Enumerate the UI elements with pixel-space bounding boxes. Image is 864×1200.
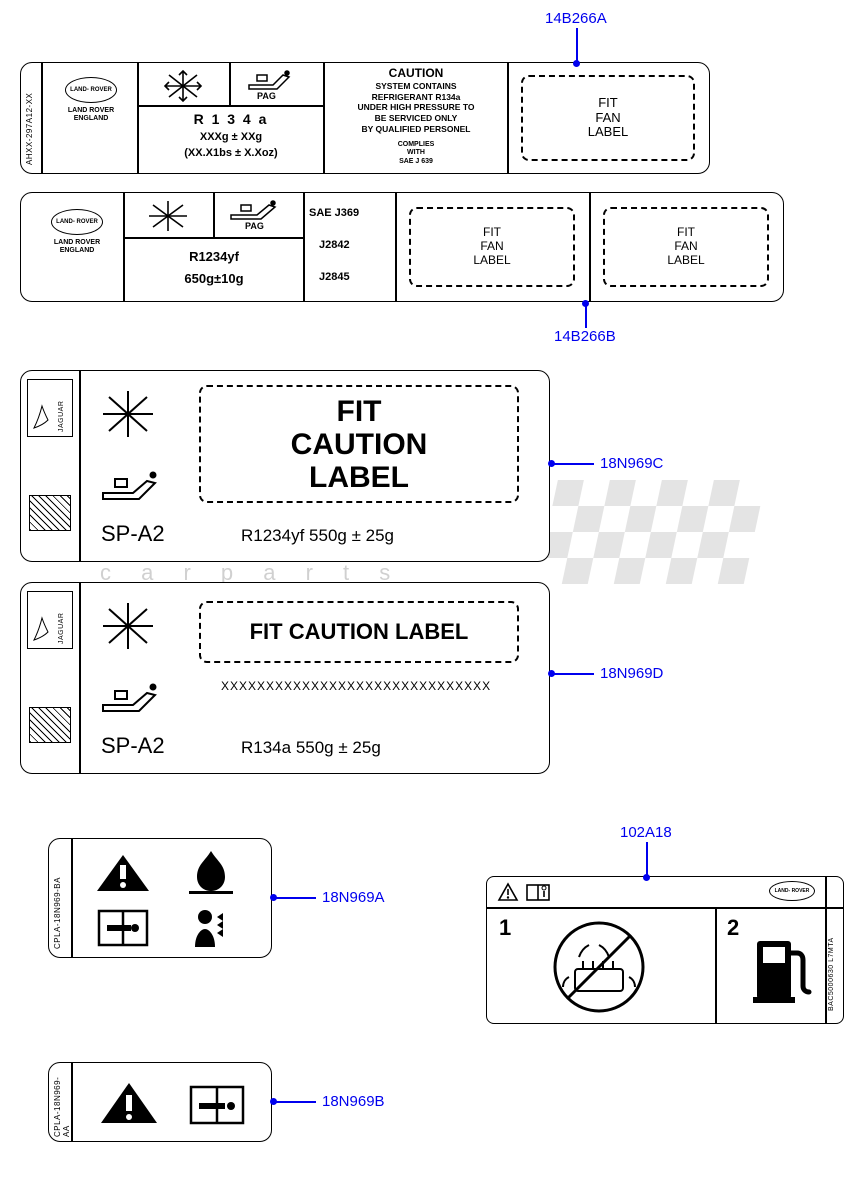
oil-can-icon	[97, 681, 161, 713]
oil-can-icon	[225, 197, 281, 221]
book-info-icon	[525, 882, 551, 902]
watermark-flag-icon	[540, 470, 800, 610]
callout-18N969B: 18N969B	[322, 1093, 385, 1110]
label4-spec: R134a 550g ± 25g	[241, 738, 381, 758]
label2-sae-2: J2845	[319, 271, 350, 283]
label7-num1: 1	[499, 915, 511, 941]
snowflake-icon	[159, 69, 207, 103]
label7-num2: 2	[727, 915, 739, 941]
label1-caution-title: CAUTION	[325, 66, 507, 80]
manual-icon	[93, 905, 153, 949]
label3-oil-code: SP-A2	[101, 521, 165, 547]
label1-caution-body: SYSTEM CONTAINS REFRIGERANT R134a UNDER …	[325, 81, 507, 134]
callout-14B266B: 14B266B	[554, 328, 616, 345]
label2-brand-sub: LAND ROVER ENGLAND	[39, 239, 115, 254]
land-rover-oval-icon: LAND- ROVER	[51, 209, 103, 235]
land-rover-oval-icon: LAND- ROVER	[769, 881, 815, 901]
label2-refrigerant: R1234yf	[125, 249, 303, 264]
oil-can-icon	[243, 67, 293, 91]
oil-can-icon	[97, 469, 161, 501]
label1-weight-sub: (XX.X1bs ± X.Xoz)	[139, 147, 323, 159]
label4-fit-caution: FIT CAUTION LABEL	[199, 601, 519, 663]
label-18N969A: CPLA-18N969-BA	[48, 838, 272, 958]
label2-fit-fan-2: FIT FAN LABEL	[603, 207, 769, 287]
callout-14B266A: 14B266A	[545, 10, 607, 27]
label-102A18: LAND- ROVER 1 2 BAC5000630 L7MTA	[486, 876, 844, 1024]
no-touch-engine-icon	[549, 917, 649, 1017]
label1-brand-sub: LAND ROVER ENGLAND	[53, 107, 129, 122]
jaguar-text: JAGUAR	[58, 386, 65, 432]
label2-sae-0: SAE J369	[309, 207, 359, 219]
label1-fit-fan: FIT FAN LABEL	[521, 75, 695, 161]
label4-oil-code: SP-A2	[101, 733, 165, 759]
label3-spec: R1234yf 550g ± 25g	[241, 526, 394, 546]
jaguar-leaper-icon	[32, 400, 52, 432]
callout-18N969D: 18N969D	[600, 665, 663, 682]
label1-pag: PAG	[257, 91, 276, 101]
snowflake-icon	[99, 601, 157, 651]
snowflake-icon	[99, 389, 157, 439]
warning-triangle-icon	[93, 851, 153, 895]
label2-pag: PAG	[245, 221, 264, 231]
label1-complies: COMPLIES WITH SAE J 639	[325, 141, 507, 166]
manual-icon	[185, 1081, 249, 1127]
label6-side-code: CPLA-18N969-AA	[53, 1069, 71, 1137]
snowflake-icon	[143, 199, 193, 233]
flammable-icon	[181, 849, 241, 895]
hatch-box-icon	[29, 707, 71, 743]
label-14B266B: LAND- ROVER LAND ROVER ENGLAND PAG R1234…	[20, 192, 784, 302]
label2-weight: 650g±10g	[125, 271, 303, 286]
label1-refrigerant: R 1 3 4 a	[139, 111, 323, 127]
warning-triangle-icon	[497, 882, 519, 902]
hatch-box-icon	[29, 495, 71, 531]
jaguar-text: JAGUAR	[58, 598, 65, 644]
label-14B266A: AHXX-297A12-XX LAND- ROVER LAND ROVER EN…	[20, 62, 710, 174]
label-18N969D: JAGUAR FIT CAUTION LABEL XXXXXXXXXXXXXXX…	[20, 582, 550, 774]
jaguar-leaper-icon	[32, 612, 52, 644]
label5-side-code: CPLA-18N969-BA	[53, 849, 62, 949]
callout-18N969C: 18N969C	[600, 455, 663, 472]
label2-sae-1: J2842	[319, 239, 350, 251]
land-rover-oval-icon: LAND- ROVER	[65, 77, 117, 103]
label3-fit-caution: FIT CAUTION LABEL	[199, 385, 519, 503]
label7-side-code: BAC5000630 L7MTA	[828, 891, 835, 1011]
fuel-pump-icon	[751, 933, 815, 1009]
label2-fit-fan-1: FIT FAN LABEL	[409, 207, 575, 287]
warning-triangle-icon	[97, 1079, 161, 1127]
callout-102A18: 102A18	[620, 824, 672, 841]
label1-weight: XXXg ± XXg	[139, 131, 323, 143]
label1-side-code: AHXX-297A12-XX	[25, 73, 34, 165]
person-icon	[181, 905, 241, 949]
label4-xrow: XXXXXXXXXXXXXXXXXXXXXXXXXXXXXX	[221, 679, 491, 693]
label-18N969B: CPLA-18N969-AA	[48, 1062, 272, 1142]
callout-18N969A: 18N969A	[322, 889, 385, 906]
label-18N969C: JAGUAR FIT CAUTION LABEL SP-A2 R1234yf 5…	[20, 370, 550, 562]
